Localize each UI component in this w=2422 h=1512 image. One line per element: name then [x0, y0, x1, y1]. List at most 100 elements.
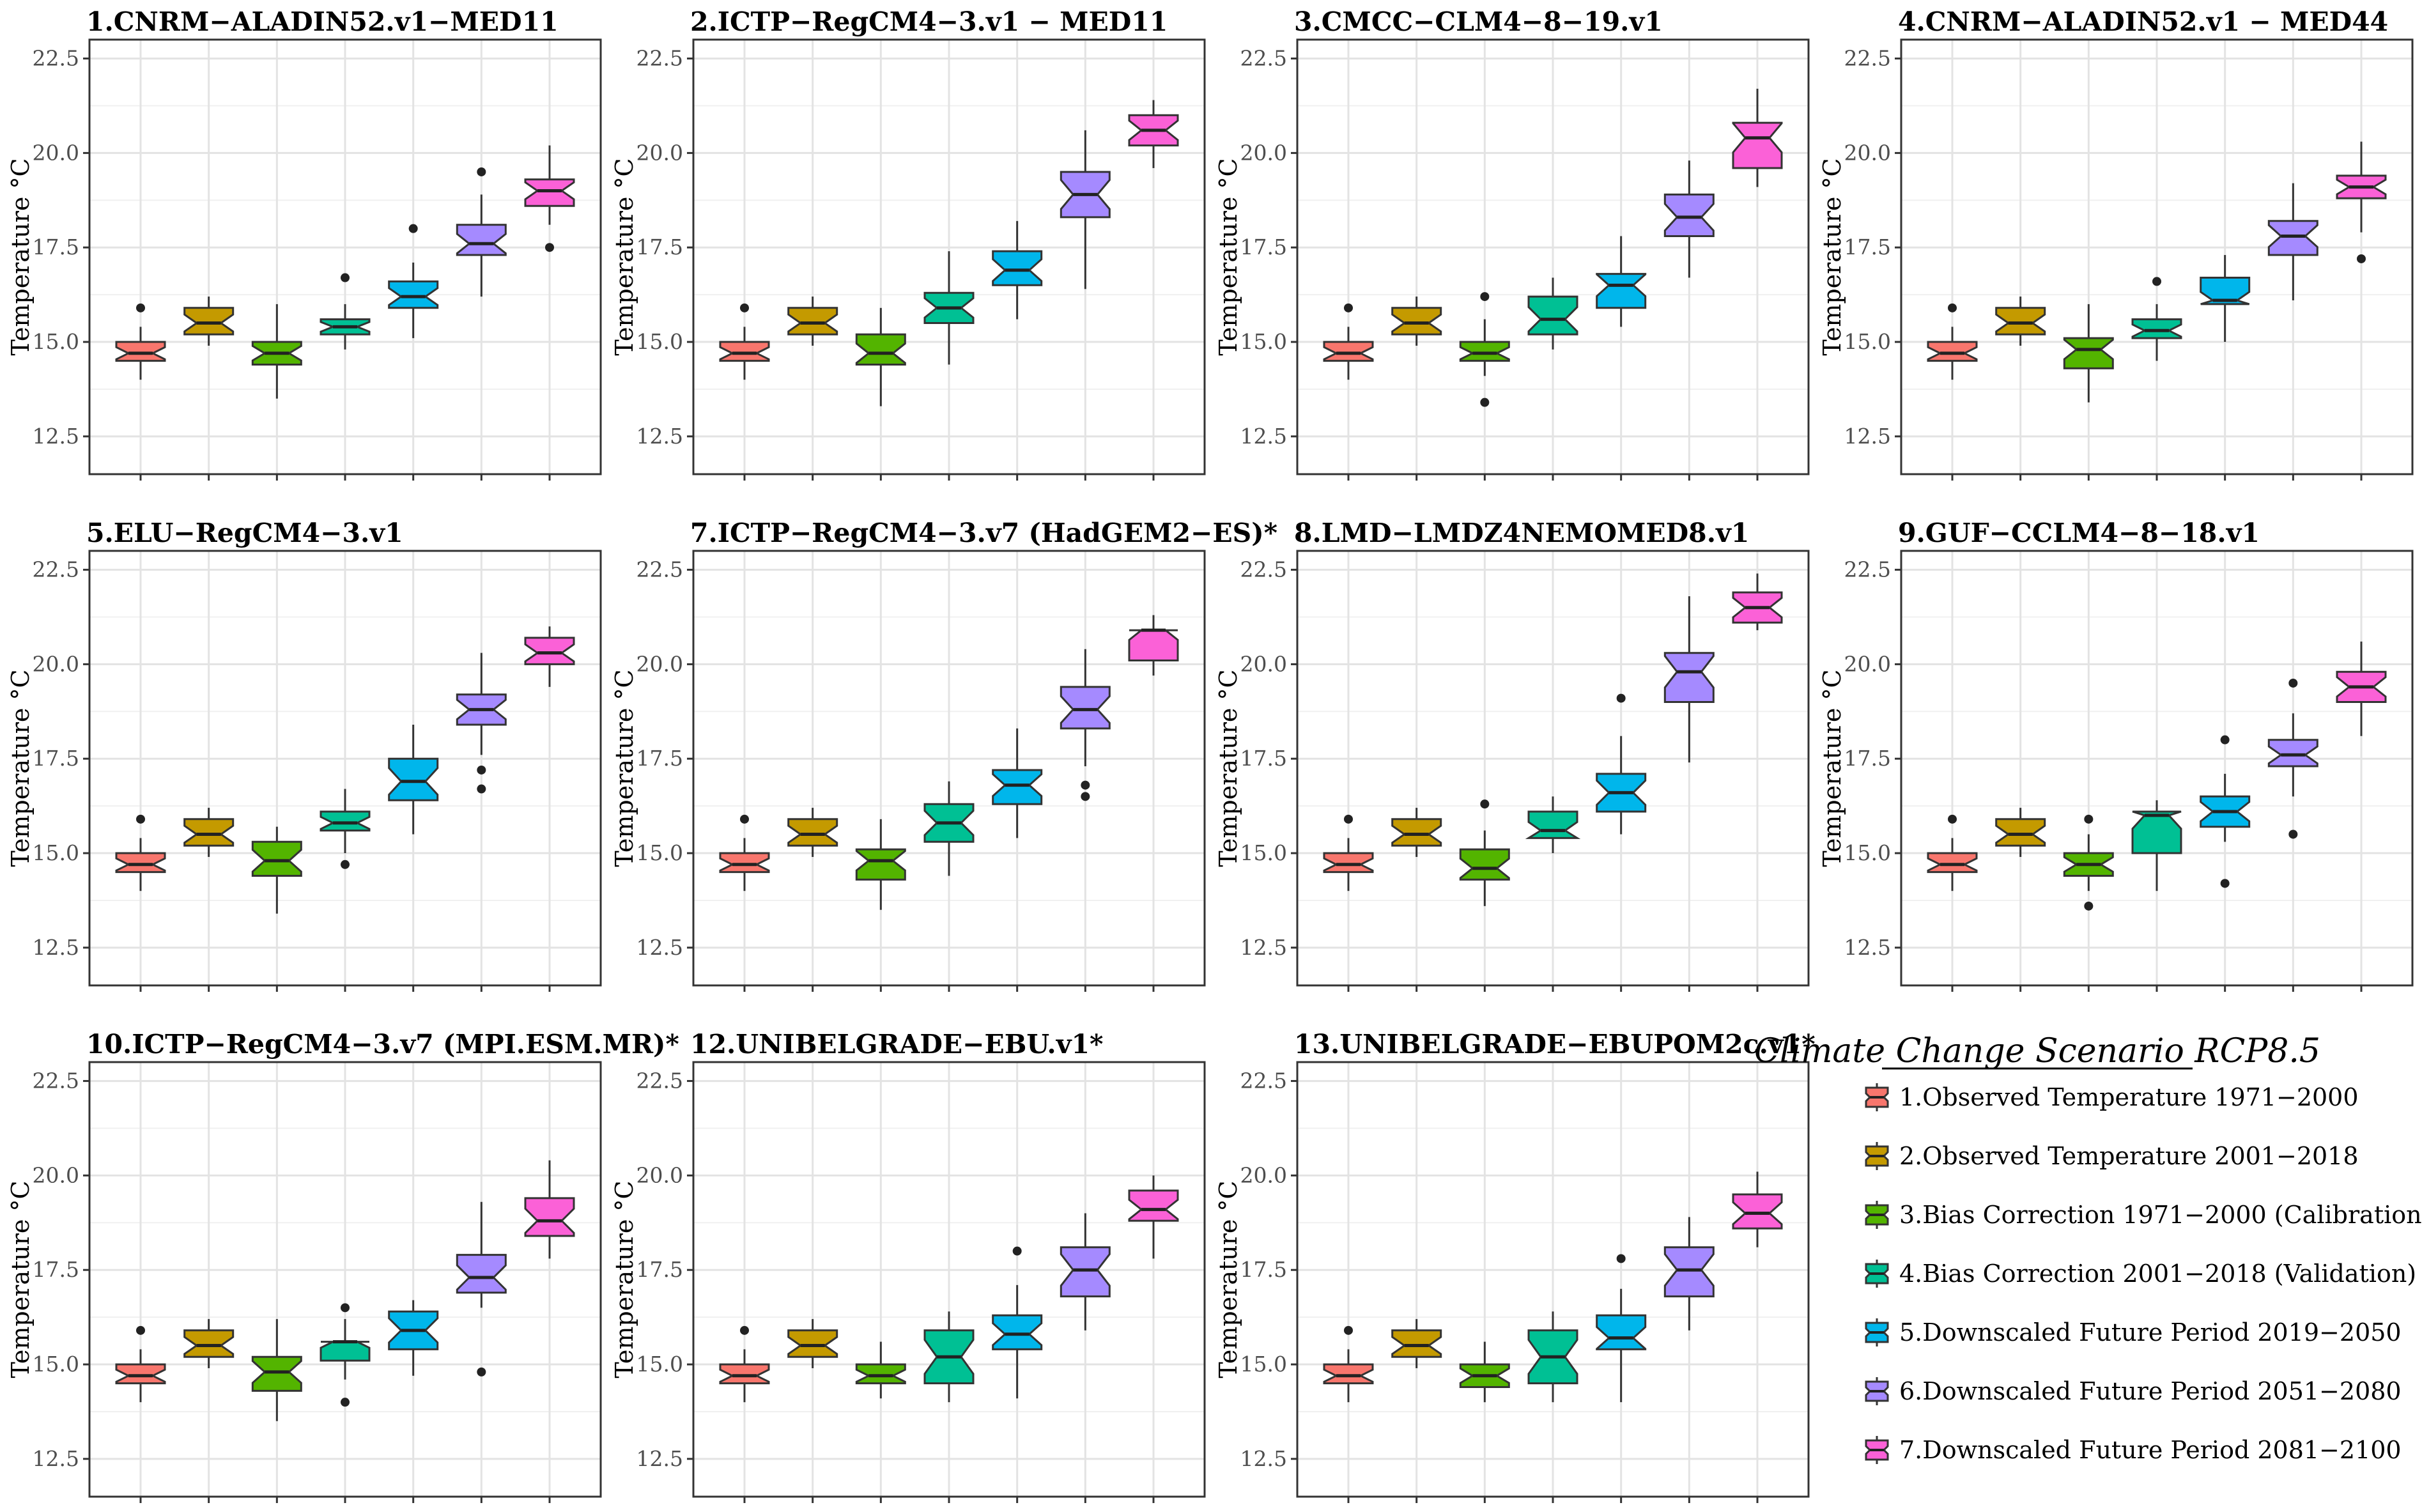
- box: [456, 167, 507, 297]
- panel: 12.5 15.0 17.5 20.0 22.5 Temperature °C 3.CMCC…: [1214, 6, 1810, 481]
- box-body: [1732, 1193, 1783, 1230]
- outlier-point: [545, 243, 554, 252]
- y-tick-label: 20.0: [636, 651, 683, 676]
- y-tick-label: 22.5: [636, 46, 683, 71]
- outlier-point: [341, 1303, 350, 1313]
- panel: 12.5 15.0 17.5 20.0 22.5 Temperature °C 5.ELU−…: [6, 518, 602, 992]
- box: [1323, 1325, 1374, 1403]
- outlier-point: [1012, 1246, 1022, 1256]
- y-tick-label: 15.0: [1240, 1352, 1287, 1377]
- box-body: [183, 818, 235, 847]
- outlier-point: [2084, 901, 2094, 911]
- y-tick-label: 17.5: [636, 1257, 683, 1282]
- y-tick-label: 17.5: [636, 746, 683, 771]
- box-body: [2200, 277, 2251, 305]
- legend-label: 2.Observed Temperature 2001−2018: [1899, 1142, 2359, 1170]
- box: [1927, 814, 1978, 891]
- box: [923, 251, 975, 365]
- y-tick-label: 22.5: [1240, 46, 1287, 71]
- legend: Climate Change Scenario RCP8.5 1.Observe…: [1754, 1032, 2422, 1464]
- box: [719, 814, 770, 891]
- y-tick-label: 15.0: [636, 329, 683, 354]
- y-tick-label: 15.0: [33, 329, 79, 354]
- box: [1323, 303, 1374, 380]
- y-tick-label: 15.0: [33, 840, 79, 865]
- box: [1128, 1175, 1179, 1259]
- box: [115, 1325, 166, 1403]
- box: [1527, 277, 1578, 350]
- outlier-point: [1344, 303, 1353, 312]
- box: [2131, 277, 2182, 361]
- y-axis-label: Temperature °C: [610, 158, 638, 355]
- panel: 12.5 15.0 17.5 20.0 22.5 Temperature °C 4.CNRM…: [1818, 6, 2414, 481]
- box-body: [1525, 810, 1581, 839]
- legend-title: Climate Change Scenario RCP8.5: [1754, 1032, 2320, 1070]
- outlier-point: [2357, 254, 2366, 263]
- outlier-point: [136, 814, 145, 824]
- box: [1927, 303, 1978, 380]
- box: [1596, 1254, 1647, 1403]
- box: [320, 789, 371, 869]
- box: [524, 145, 575, 252]
- box-body: [2267, 220, 2318, 256]
- box-body: [1323, 1363, 1374, 1385]
- y-tick-label: 15.0: [1240, 329, 1287, 354]
- box: [1732, 1171, 1783, 1247]
- box: [2267, 183, 2318, 300]
- outlier-point: [1081, 792, 1090, 801]
- box: [1663, 1217, 1715, 1331]
- y-tick-label: 17.5: [1240, 1257, 1287, 1282]
- box: [1060, 130, 1111, 289]
- panel-title: 9.GUF−CCLM4−8−18.v1: [1898, 518, 2260, 548]
- panel: 12.5 15.0 17.5 20.0 22.5 Temperature °C 7.ICTP…: [610, 518, 1277, 992]
- box: [388, 725, 439, 835]
- box: [1459, 292, 1510, 407]
- y-tick-label: 20.0: [33, 651, 79, 676]
- y-tick-label: 15.0: [1240, 840, 1287, 865]
- box: [251, 304, 302, 399]
- y-axis-label: Temperature °C: [1214, 158, 1242, 355]
- box-body: [1663, 193, 1715, 237]
- outlier-point: [2220, 879, 2230, 888]
- box-body: [320, 1341, 371, 1362]
- y-tick-label: 20.0: [1844, 651, 1891, 676]
- box: [719, 1325, 770, 1403]
- box: [2336, 141, 2387, 263]
- panel-title: 10.ICTP−RegCM4−3.v7 (MPI.ESM.MR)*: [86, 1029, 679, 1060]
- box-body: [1323, 852, 1374, 874]
- box: [1596, 236, 1647, 327]
- y-tick-label: 12.5: [636, 1446, 683, 1471]
- y-tick-label: 20.0: [636, 1162, 683, 1187]
- box-body: [1459, 341, 1510, 362]
- box: [320, 273, 371, 350]
- y-tick-label: 20.0: [1240, 651, 1287, 676]
- y-tick-label: 15.0: [1844, 840, 1891, 865]
- box-body: [183, 1329, 235, 1358]
- legend-item: 6.Downscaled Future Period 2051−2080: [1865, 1377, 2402, 1405]
- y-tick-label: 22.5: [33, 46, 79, 71]
- box-body: [719, 341, 770, 362]
- box-body: [2063, 337, 2114, 369]
- y-tick-label: 17.5: [33, 235, 79, 259]
- legend-item: 1.Observed Temperature 1971−2000: [1865, 1083, 2359, 1111]
- y-tick-label: 20.0: [636, 140, 683, 165]
- box: [2131, 800, 2182, 891]
- box: [2267, 678, 2318, 839]
- y-tick-label: 12.5: [1240, 424, 1287, 449]
- outlier-point: [408, 224, 418, 233]
- y-tick-label: 12.5: [636, 935, 683, 960]
- y-tick-label: 20.0: [33, 140, 79, 165]
- box-body: [524, 1197, 575, 1237]
- box: [787, 1319, 838, 1368]
- legend-items: 1.Observed Temperature 1971−2000 2.Observ…: [1865, 1083, 2422, 1464]
- box-body: [320, 810, 371, 832]
- box-body: [1596, 273, 1647, 309]
- box: [1663, 596, 1715, 763]
- box: [2200, 735, 2251, 888]
- box-body: [787, 818, 838, 847]
- outlier-point: [341, 273, 350, 282]
- y-tick-label: 17.5: [1844, 746, 1891, 771]
- y-tick-label: 17.5: [1240, 235, 1287, 259]
- y-axis-label: Temperature °C: [6, 158, 35, 355]
- box-body: [456, 1254, 507, 1294]
